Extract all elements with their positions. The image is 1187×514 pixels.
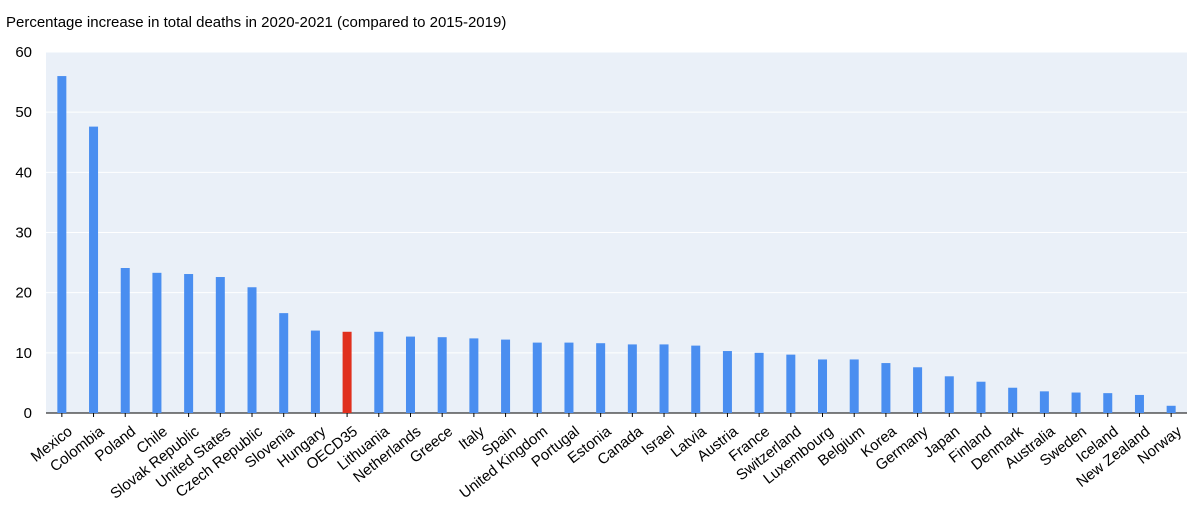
bar-slovak-republic: [184, 274, 194, 413]
bar-germany: [913, 367, 923, 413]
bar-chile: [152, 272, 162, 413]
bar-slovenia: [279, 313, 289, 413]
bar-denmark: [1008, 387, 1018, 413]
bar-new-zealand: [1134, 394, 1144, 413]
y-axis-caption: Percentage increase in total deaths in 2…: [6, 14, 507, 31]
bar-lithuania: [374, 331, 384, 413]
bar-colombia: [89, 126, 99, 414]
bar-poland: [120, 267, 130, 413]
y-tick-label: 20: [15, 285, 32, 302]
bar-oecd35: [342, 331, 352, 413]
bar-iceland: [1103, 393, 1113, 413]
y-tick-label: 50: [15, 104, 32, 121]
bar-czech-republic: [247, 287, 257, 413]
bar-japan: [944, 376, 954, 413]
bar-austria: [722, 351, 732, 413]
bars: [57, 76, 1176, 414]
bar-united-kingdom: [532, 342, 542, 413]
y-tick-label: 10: [15, 345, 32, 362]
bar-hungary: [310, 330, 320, 413]
y-tick-label: 0: [24, 405, 32, 422]
bar-korea: [881, 363, 891, 413]
bar-luxembourg: [818, 359, 828, 413]
bar-portugal: [564, 342, 574, 413]
y-tick-labels: 0 10 20 30 40 50 60: [15, 44, 32, 422]
bar-australia: [1039, 391, 1049, 413]
y-tick-label: 30: [15, 225, 32, 242]
bar-netherlands: [405, 336, 415, 413]
bar-mexico: [57, 76, 67, 414]
bar-estonia: [596, 343, 606, 413]
bar-canada: [627, 344, 637, 413]
bar-belgium: [849, 359, 859, 413]
bar-finland: [976, 381, 986, 413]
bar-spain: [501, 339, 511, 413]
y-tick-label: 60: [15, 44, 32, 61]
bar-norway: [1166, 405, 1176, 413]
bar-sweden: [1071, 392, 1081, 413]
bar-france: [754, 352, 764, 413]
bar-italy: [469, 338, 479, 413]
gridlines: [46, 51, 1187, 414]
bar-switzerland: [786, 354, 796, 413]
y-tick-label: 40: [15, 164, 32, 181]
bar-united-states: [215, 277, 225, 413]
bar-latvia: [691, 345, 701, 413]
bar-greece: [437, 337, 447, 413]
bar-israel: [659, 344, 669, 413]
